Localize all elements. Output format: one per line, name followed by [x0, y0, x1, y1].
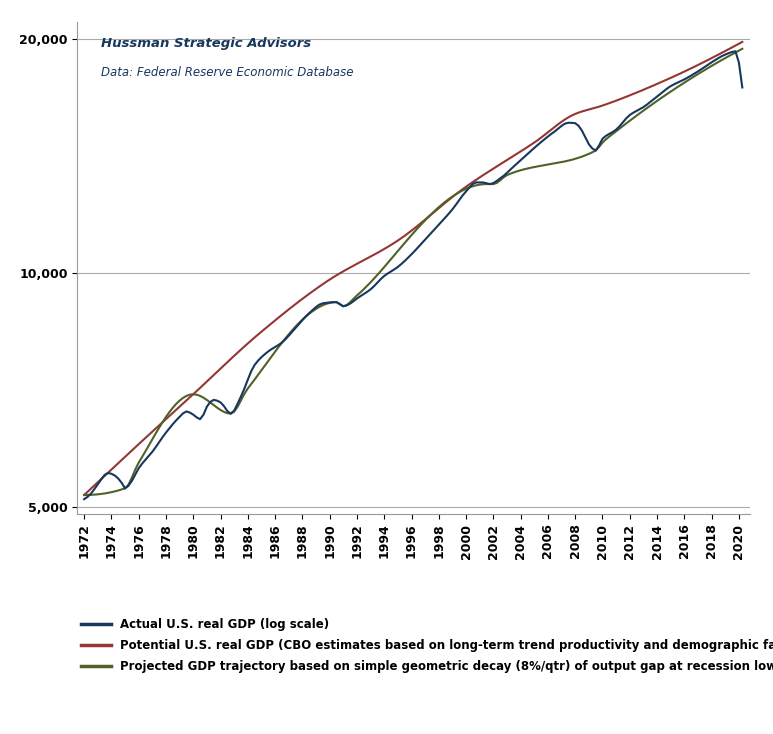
Text: Data: Federal Reserve Economic Database: Data: Federal Reserve Economic Database: [100, 66, 353, 79]
Legend: Actual U.S. real GDP (log scale), Potential U.S. real GDP (CBO estimates based o: Actual U.S. real GDP (log scale), Potent…: [77, 613, 773, 678]
Text: Hussman Strategic Advisors: Hussman Strategic Advisors: [100, 37, 311, 50]
